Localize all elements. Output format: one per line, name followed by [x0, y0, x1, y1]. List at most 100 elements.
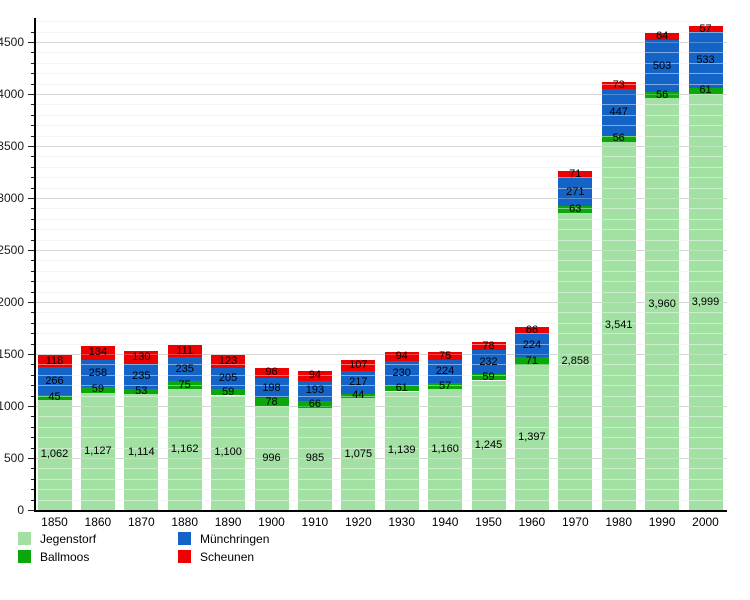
- y-tick: [31, 218, 34, 220]
- bar-segment-ballmoos-1860: [80, 386, 115, 393]
- bar-segment-ballmoos-1940: [428, 383, 463, 390]
- y-tick-label: 0: [17, 503, 24, 517]
- x-tick-label-1870: 1870: [127, 515, 155, 529]
- bar-segment-jegenstorf-1950: [471, 380, 506, 510]
- bar-segment-scheunen-1960: [514, 327, 549, 334]
- y-tick: [31, 104, 34, 106]
- bar-segment-scheunen-1930: [384, 351, 419, 362]
- y-tick-label: 3000: [0, 190, 24, 205]
- y-tick-label: 4500: [0, 34, 24, 49]
- y-tick: [31, 322, 34, 324]
- bar-segment-scheunen-1920: [341, 359, 376, 371]
- y-tick: [31, 31, 34, 33]
- x-axis-line: [34, 510, 727, 512]
- y-tick: [31, 291, 34, 293]
- y-tick: [31, 489, 34, 491]
- bar-segment-scheunen-1910: [297, 370, 332, 381]
- y-tick: [28, 510, 34, 511]
- y-tick: [31, 395, 34, 397]
- bar-segment-jegenstorf-1910: [297, 407, 332, 510]
- bar-segment-scheunen-2000: [688, 26, 723, 33]
- bar-segment-münchringen-1860: [80, 359, 115, 387]
- y-tick: [28, 145, 34, 147]
- bar-segment-münchringen-1960: [514, 334, 549, 358]
- bar-segment-ballmoos-1950: [471, 374, 506, 381]
- bar-segment-scheunen-1900: [254, 367, 289, 378]
- legend-swatch-scheunen: [178, 550, 191, 563]
- x-tick-label-1900: 1900: [258, 515, 285, 529]
- bar-segment-ballmoos-1910: [297, 400, 332, 408]
- y-tick: [31, 114, 34, 116]
- gridline-overlay: [36, 73, 727, 75]
- gridline-minor: [36, 62, 727, 64]
- y-tick: [31, 135, 34, 137]
- y-tick-label: 4000: [0, 86, 24, 101]
- y-tick: [28, 458, 34, 459]
- gridline-overlay: [36, 31, 727, 33]
- bar-segment-jegenstorf-1960: [514, 364, 549, 510]
- y-tick: [31, 426, 34, 428]
- y-tick: [28, 93, 34, 95]
- y-tick: [31, 281, 34, 283]
- gridline-major: [36, 41, 727, 43]
- bar-segment-scheunen-1940: [428, 352, 463, 361]
- bar-segment-jegenstorf-1920: [341, 398, 376, 510]
- bar-segment-münchringen-2000: [688, 32, 723, 88]
- y-tick: [31, 478, 34, 480]
- bar-segment-jegenstorf-1880: [167, 389, 202, 510]
- bar-segment-ballmoos-1880: [167, 381, 202, 390]
- x-tick-label-1980: 1980: [605, 515, 633, 529]
- y-tick: [31, 333, 34, 335]
- x-tick-label-1890: 1890: [214, 515, 242, 529]
- legend-label-scheunen: Scheunen: [200, 550, 255, 564]
- y-tick: [31, 125, 34, 127]
- y-tick: [28, 302, 34, 303]
- bar-segment-ballmoos-2000: [688, 87, 723, 94]
- y-axis-line: [34, 18, 36, 512]
- y-tick: [28, 354, 34, 355]
- gridline-overlay: [36, 62, 727, 64]
- bar-segment-scheunen-1850: [37, 354, 72, 368]
- bar-segment-münchringen-1890: [211, 368, 246, 390]
- y-tick: [31, 73, 34, 75]
- bar-segment-ballmoos-1990: [645, 92, 680, 99]
- bar-segment-jegenstorf-2000: [688, 94, 723, 510]
- bar-segment-jegenstorf-1940: [428, 389, 463, 510]
- y-tick: [31, 416, 34, 418]
- bar-segment-jegenstorf-1900: [254, 406, 289, 510]
- bar-segment-jegenstorf-1850: [37, 399, 72, 510]
- y-tick-label: 2500: [0, 243, 24, 257]
- bar-segment-münchringen-1900: [254, 377, 289, 399]
- bar-segment-jegenstorf-1890: [211, 395, 246, 510]
- bar-segment-ballmoos-1960: [514, 357, 549, 365]
- bar-segment-münchringen-1950: [471, 350, 506, 375]
- x-tick-label-1990: 1990: [648, 515, 676, 529]
- bar-segment-jegenstorf-1970: [558, 212, 593, 510]
- legend-swatch-münchringen: [178, 532, 191, 545]
- y-tick: [31, 177, 34, 179]
- bar-segment-scheunen-1870: [124, 350, 159, 365]
- x-tick-label-1920: 1920: [344, 515, 372, 529]
- bar-segment-ballmoos-1970: [558, 206, 593, 213]
- y-tick: [31, 187, 34, 189]
- gridline-overlay: [36, 21, 727, 23]
- y-tick: [31, 239, 34, 241]
- gridline-minor: [36, 52, 727, 54]
- y-tick: [31, 468, 34, 470]
- bar-segment-jegenstorf-1930: [384, 391, 419, 510]
- bar-segment-ballmoos-1870: [124, 388, 159, 395]
- bar-segment-jegenstorf-1980: [601, 141, 636, 510]
- bar-segment-ballmoos-1890: [211, 389, 246, 396]
- y-tick-label: 1000: [0, 399, 24, 413]
- bar-segment-scheunen-1990: [645, 33, 680, 40]
- bar-segment-ballmoos-1930: [384, 385, 419, 392]
- x-tick-label-1940: 1940: [431, 515, 459, 529]
- bar-segment-münchringen-1870: [124, 364, 159, 389]
- bar-segment-münchringen-1920: [341, 371, 376, 394]
- y-tick: [31, 156, 34, 158]
- legend-label-jegenstorf: Jegenstorf: [40, 532, 97, 546]
- y-tick: [28, 406, 34, 407]
- y-tick: [31, 83, 34, 85]
